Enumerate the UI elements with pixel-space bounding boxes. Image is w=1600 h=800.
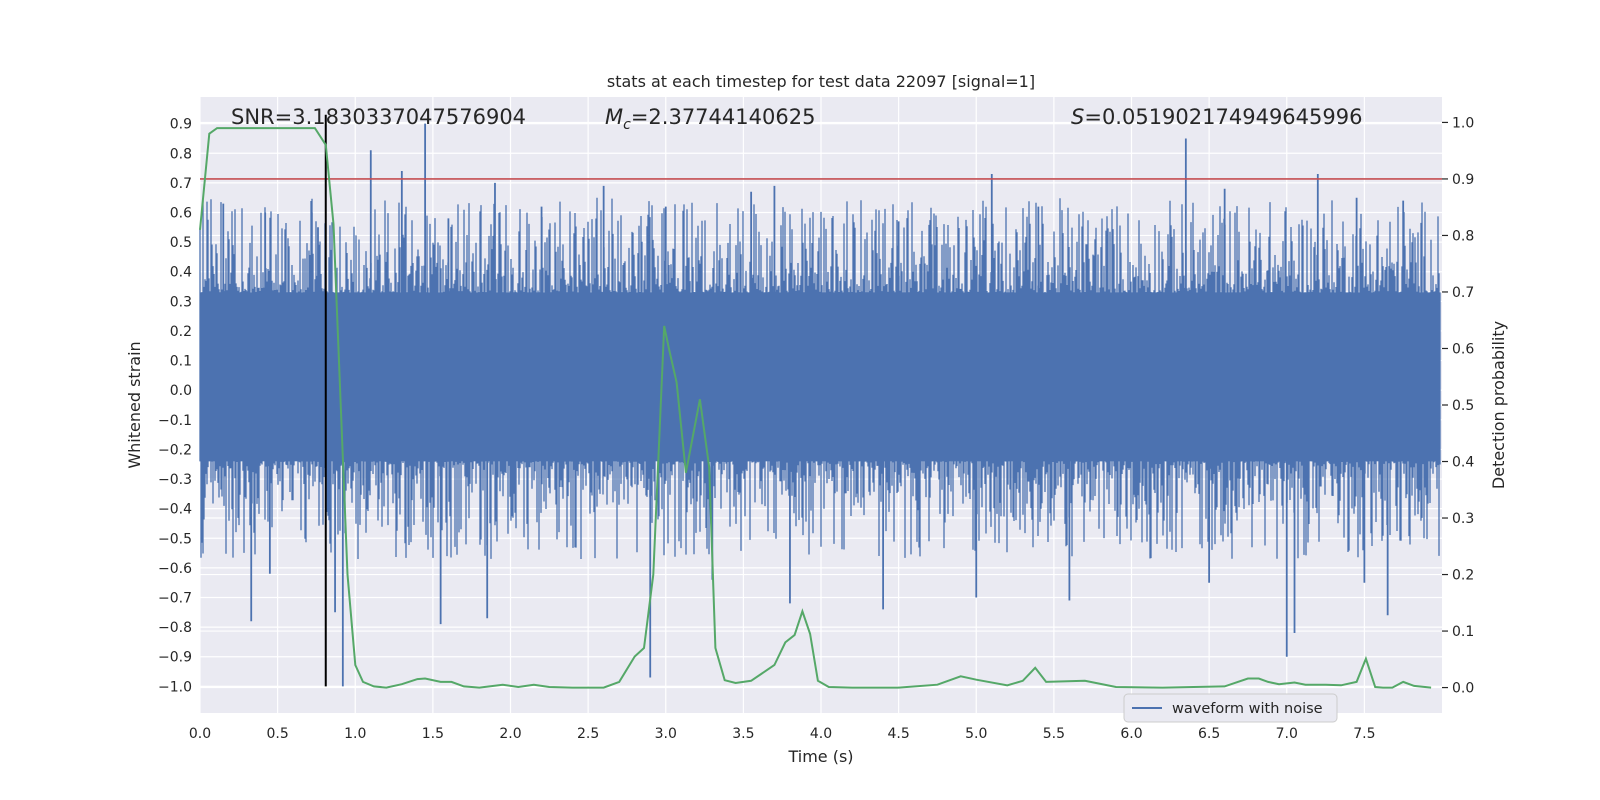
x-tick-label: 5.0 <box>965 726 987 742</box>
legend-box <box>1123 693 1338 723</box>
s-symbol: S <box>1071 105 1084 129</box>
x-tick-label: 0.5 <box>266 726 288 742</box>
x-tick-label: 1.0 <box>344 726 366 742</box>
y-right-tick-label: 0.2 <box>1452 568 1474 584</box>
chirp-mass-symbol: M <box>605 105 623 129</box>
chirp-mass-annotation: Mc=2.37744140625 <box>605 105 815 133</box>
x-tick-label: 1.5 <box>422 726 444 742</box>
x-tick-label: 3.5 <box>732 726 754 742</box>
y-axis-label: Whitened strain <box>125 341 144 468</box>
y-tick-label: −0.6 <box>158 561 192 577</box>
waveform-series <box>199 123 1441 687</box>
x-tick-label: 2.0 <box>499 726 521 742</box>
x-tick-label: 7.0 <box>1276 726 1298 742</box>
y-tick-label: −0.4 <box>158 502 192 518</box>
chirp-mass-subscript: c <box>623 117 631 133</box>
y-axis-right-ticks: 0.0 0.1 0.2 0.3 0.4 0.5 0.6 0.7 0.8 0.9 1.0 <box>1442 115 1474 697</box>
y-axis-left-ticks: −1.0 −0.9 −0.8 −0.7 −0.6 −0.5 −0.4 −0.3 −0.2 −0.1… <box>158 117 192 696</box>
legend-label: waveform with noise <box>1172 701 1323 717</box>
x-axis-ticks: 0.0 0.5 1.0 1.5 2.0 2.5 3.0 3.5 4.0 4.5 5.0 5.5 6.0 6… <box>189 726 1376 742</box>
y-tick-label: 0.8 <box>170 146 192 162</box>
y-tick-label: −0.5 <box>158 531 192 547</box>
y-tick-label: −0.8 <box>158 620 192 636</box>
y-right-tick-label: 0.8 <box>1452 228 1474 244</box>
y-tick-label: −1.0 <box>158 679 192 695</box>
y-right-tick-label: 0.0 <box>1452 681 1474 697</box>
x-tick-label: 0.0 <box>189 726 211 742</box>
x-tick-label: 4.0 <box>810 726 832 742</box>
x-tick-label: 7.5 <box>1353 726 1375 742</box>
y-tick-label: 0.5 <box>170 235 192 251</box>
x-tick-label: 5.5 <box>1043 726 1065 742</box>
y-tick-label: −0.2 <box>158 442 192 458</box>
y-tick-label: 0.3 <box>170 294 192 310</box>
y-tick-label: −0.3 <box>158 472 192 488</box>
y-right-tick-label: 1.0 <box>1452 115 1474 131</box>
legend: waveform with noise <box>1123 693 1338 723</box>
y-right-tick-label: 0.6 <box>1452 341 1474 357</box>
y-right-tick-label: 0.3 <box>1452 511 1474 527</box>
s-value: =0.051902174949645996 <box>1084 105 1362 129</box>
x-tick-label: 6.5 <box>1198 726 1220 742</box>
y-right-tick-label: 0.5 <box>1452 398 1474 414</box>
y-tick-label: 0.2 <box>170 324 192 340</box>
x-axis-label: Time (s) <box>787 747 853 766</box>
chart-title: stats at each timestep for test data 220… <box>607 72 1035 91</box>
x-tick-label: 2.5 <box>577 726 599 742</box>
x-tick-label: 6.0 <box>1120 726 1142 742</box>
x-tick-label: 4.5 <box>887 726 909 742</box>
y-tick-label: 0.4 <box>170 265 192 281</box>
y-right-tick-label: 0.4 <box>1452 455 1474 471</box>
y-tick-label: 0.9 <box>170 117 192 133</box>
y-tick-label: 0.1 <box>170 354 192 370</box>
x-tick-label: 3.0 <box>655 726 677 742</box>
chirp-mass-value: =2.37744140625 <box>631 105 816 129</box>
y-right-tick-label: 0.1 <box>1452 624 1474 640</box>
y-tick-label: −0.1 <box>158 413 192 429</box>
s-annotation: S=0.051902174949645996 <box>1071 105 1362 129</box>
y-tick-label: 0.7 <box>170 176 192 192</box>
y-tick-label: −0.9 <box>158 650 192 666</box>
y-tick-label: 0.6 <box>170 206 192 222</box>
detection-probability-line <box>199 127 1432 689</box>
snr-annotation: SNR=3.1830337047576904 <box>231 105 526 129</box>
y-tick-label: −0.7 <box>158 591 192 607</box>
y-tick-label: 0.0 <box>170 383 192 399</box>
y-right-tick-label: 0.7 <box>1452 285 1474 301</box>
y-axis-right-label: Detection probability <box>1489 321 1508 489</box>
y-right-tick-label: 0.9 <box>1452 172 1474 188</box>
